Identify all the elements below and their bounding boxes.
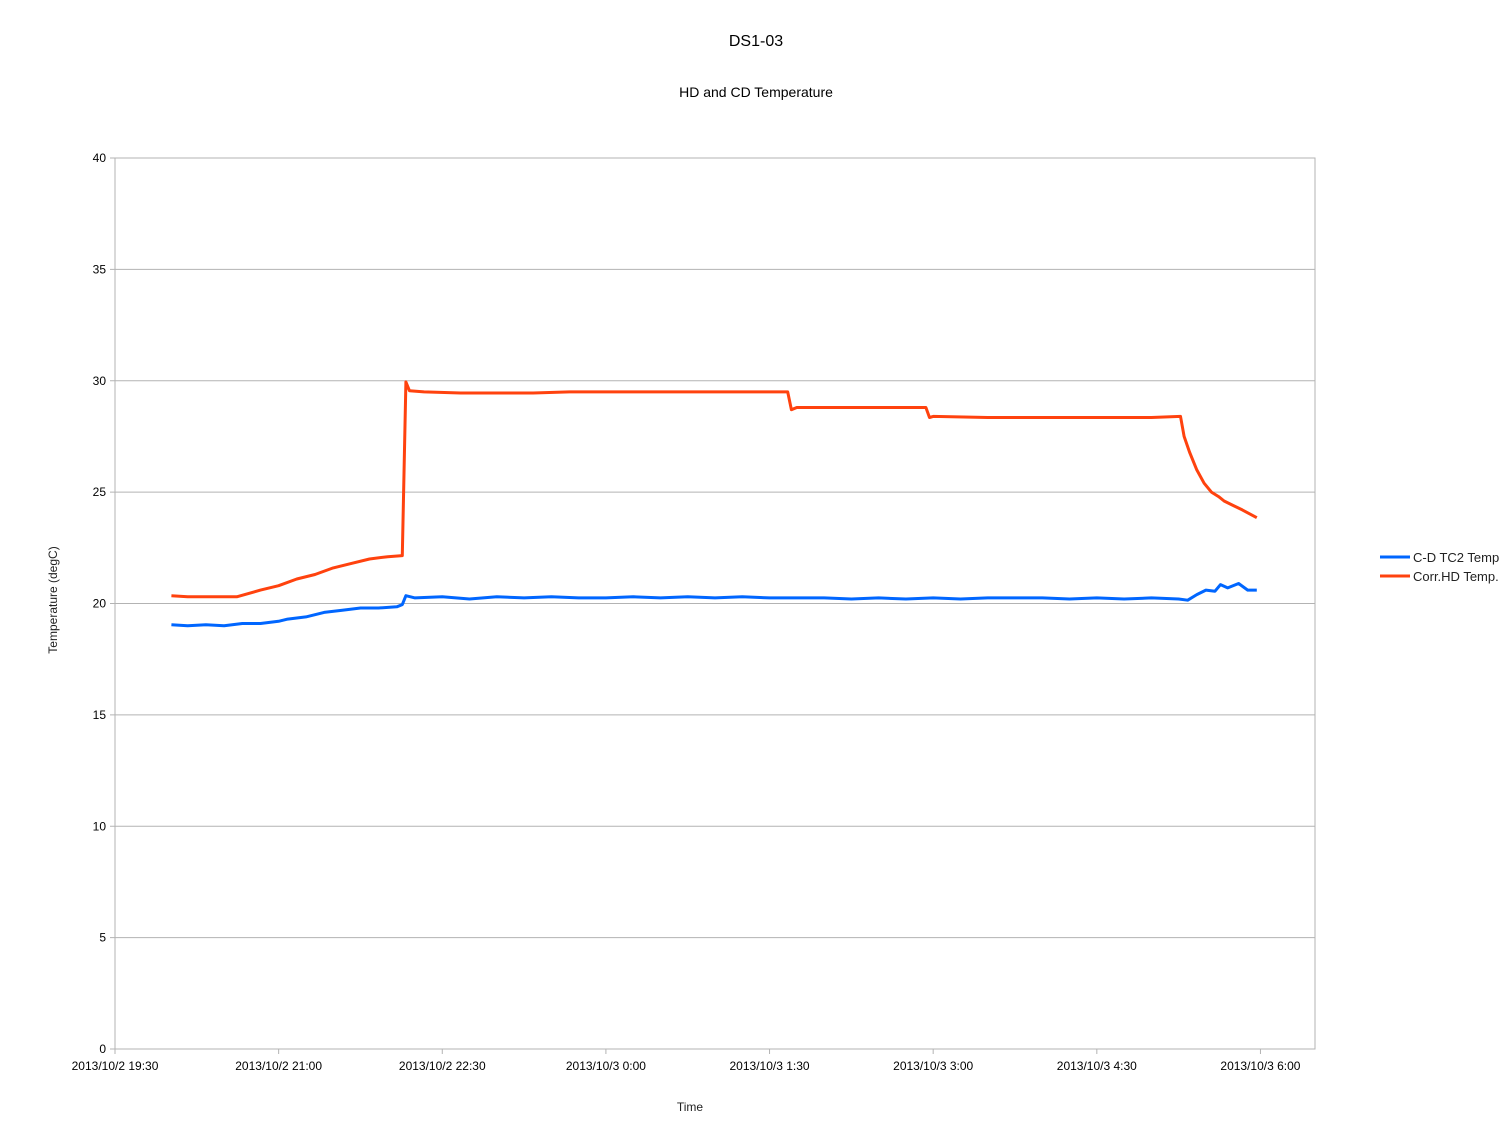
y-tick-label: 20 xyxy=(93,597,107,611)
y-tick-label: 10 xyxy=(93,819,107,833)
x-tick-label: 2013/10/3 6:00 xyxy=(1220,1059,1300,1073)
gridlines xyxy=(115,268,1315,939)
legend: C-D TC2 Temp Corr.HD Temp. xyxy=(1380,550,1499,584)
plot-area-border xyxy=(114,157,1316,1050)
series-line-1 xyxy=(171,380,1258,599)
y-tick-label: 0 xyxy=(99,1042,106,1056)
y-tick-label: 15 xyxy=(93,708,107,722)
series-lines xyxy=(171,380,1258,628)
y-tick-label: 30 xyxy=(93,374,107,388)
y-tick-label: 5 xyxy=(99,931,106,945)
x-tick-label: 2013/10/2 21:00 xyxy=(235,1059,322,1073)
y-tick-label: 25 xyxy=(93,485,107,499)
x-tick-label: 2013/10/3 1:30 xyxy=(730,1059,810,1073)
x-tick-label: 2013/10/2 22:30 xyxy=(399,1059,486,1073)
x-axis-label: Time xyxy=(677,1100,704,1114)
legend-label: Corr.HD Temp. xyxy=(1413,569,1499,584)
y-axis-ticks: 0 5 10 15 20 25 30 35 40 xyxy=(93,151,115,1056)
y-tick-label: 35 xyxy=(93,262,107,276)
chart-title: DS1-03 xyxy=(728,33,784,50)
legend-label: C-D TC2 Temp xyxy=(1413,550,1499,565)
y-axis-label: Temperature (degC) xyxy=(46,546,60,653)
series-line-0 xyxy=(171,582,1257,628)
x-axis-ticks: 2013/10/2 19:30 2013/10/2 21:00 2013/10/2 … xyxy=(72,1049,1301,1073)
x-tick-label: 2013/10/3 3:00 xyxy=(893,1059,973,1073)
x-tick-label: 2013/10/2 19:30 xyxy=(72,1059,159,1073)
x-tick-label: 2013/10/3 4:30 xyxy=(1057,1059,1137,1073)
y-tick-label: 40 xyxy=(93,151,107,165)
x-tick-label: 2013/10/3 0:00 xyxy=(566,1059,646,1073)
chart-subtitle: HD and CD Temperature xyxy=(679,84,833,100)
